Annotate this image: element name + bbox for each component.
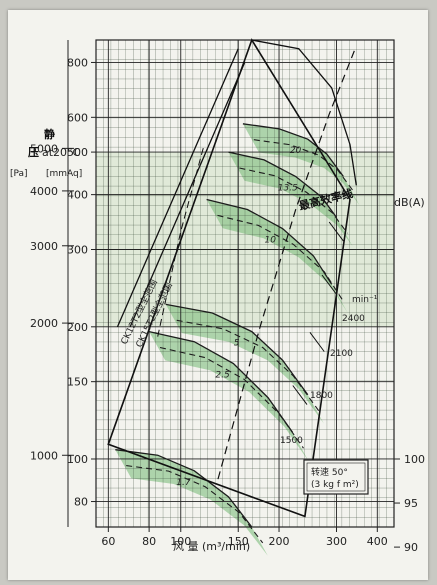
rpm-label-2100: 2100 — [330, 349, 353, 359]
rpm-tick — [328, 221, 344, 242]
ylabel-unit-pa: [Pa] — [10, 169, 28, 179]
y-tick-label-mmaq: 500 — [67, 146, 88, 159]
y-tick-label-mmaq: 400 — [67, 189, 88, 202]
y-tick-label-mmaq: 600 — [67, 111, 88, 124]
rpm-label-1500: 1500 — [280, 436, 303, 446]
boundary-line-outer — [116, 48, 239, 328]
band-curve — [148, 330, 294, 433]
performance-band — [165, 304, 324, 424]
y-tick-label-pa: 5000 — [30, 142, 58, 155]
x-tick-label: 100 — [170, 535, 191, 548]
x-tick-label: 80 — [142, 535, 156, 548]
axes: 60 80 100 150 200 300 400 80 100 150 200 300 400 500 6… — [30, 40, 425, 554]
band-curve — [228, 151, 338, 218]
ylabel-char2: 压 — [28, 145, 39, 159]
fan-performance-chart: 1.7 2.5 5 10 13.5 20 60 80 100 150 200 300 400 80 100… — [10, 38, 425, 556]
y-tick-label-mmaq: 80 — [74, 496, 88, 509]
y-tick-label-mmaq: 300 — [67, 243, 88, 256]
band-curve-dashed — [176, 319, 320, 412]
band-label: 20 — [290, 146, 302, 156]
band-curve — [115, 449, 253, 528]
legend-line2: (3 kg f m²) — [311, 480, 359, 490]
y-tick-label-pa: 2000 — [30, 317, 58, 330]
x-tick-label: 400 — [367, 535, 388, 548]
performance-band — [242, 123, 360, 206]
rpm-tick — [321, 274, 337, 295]
plot-grid — [95, 39, 395, 528]
x-tick-label: 60 — [101, 535, 115, 548]
band-label: 1.7 — [176, 478, 191, 488]
performance-curves: 1.7 2.5 5 10 13.5 20 — [107, 38, 357, 544]
y-tick-label-mmaq: 800 — [67, 56, 88, 69]
chart-page: 1.7 2.5 5 10 13.5 20 60 80 100 150 200 300 400 80 100… — [8, 10, 428, 580]
performance-band — [228, 152, 353, 247]
band-curve — [242, 123, 344, 177]
band-curve-dashed — [217, 214, 344, 301]
band-curve-dashed — [253, 139, 355, 193]
rpm-tick — [292, 385, 308, 405]
y-tick-label-mmaq: 150 — [67, 376, 88, 389]
boundary-line-inner — [129, 62, 246, 328]
band-curve-dashed — [239, 167, 348, 234]
band-curve-dashed — [126, 465, 264, 544]
band-label: 2.5 — [215, 370, 230, 380]
max-efficiency-line — [217, 50, 355, 480]
upper-limit-curve — [251, 39, 357, 186]
performance-band — [115, 449, 268, 556]
y-tick-label-mmaq: 100 — [67, 453, 88, 466]
rpm-label-2400: 2400 — [342, 314, 365, 324]
y-tick-label-pa: 1000 — [30, 449, 58, 462]
x-tick-label: 300 — [326, 535, 347, 548]
db-tick-label: 100 — [404, 453, 425, 466]
band-curve — [165, 303, 309, 396]
rpm-header: min⁻¹ — [352, 295, 378, 305]
x-tick-label: 200 — [269, 535, 290, 548]
band-label: 5 — [234, 339, 240, 349]
db-tick-label: 95 — [404, 497, 418, 510]
legend-line1: 转速 50° — [311, 466, 348, 478]
right-axis-label: dB(A) — [394, 196, 425, 209]
y-tick-label-pa: 4000 — [30, 185, 58, 198]
band-curve — [206, 198, 333, 285]
x-axis-label: 风 量 (m³/min) — [173, 540, 250, 553]
band-curve-dashed — [159, 346, 304, 449]
performance-band — [149, 331, 309, 462]
db-tick-label: 90 — [404, 541, 418, 554]
x-tick-label: 150 — [228, 535, 249, 548]
ylabel-char1: 静 — [44, 127, 55, 141]
band-label: 13.5 — [278, 183, 298, 193]
range-boundary — [107, 38, 351, 518]
plot-frame — [95, 39, 395, 528]
y-tick-label-mmaq: 200 — [67, 321, 88, 334]
rpm-tick — [309, 332, 325, 352]
band-label: 10 — [265, 235, 277, 245]
boundary-dashed — [157, 144, 205, 337]
ylabel-condition: at20°C — [42, 146, 81, 159]
rpm-label-1800: 1800 — [310, 391, 333, 401]
y-tick-label-pa: 3000 — [30, 240, 58, 253]
ylabel-unit-mmaq: [mmAq] — [46, 169, 82, 179]
performance-band — [206, 199, 348, 313]
legend-box: 转速 50° (3 kg f m²) — [303, 459, 369, 495]
